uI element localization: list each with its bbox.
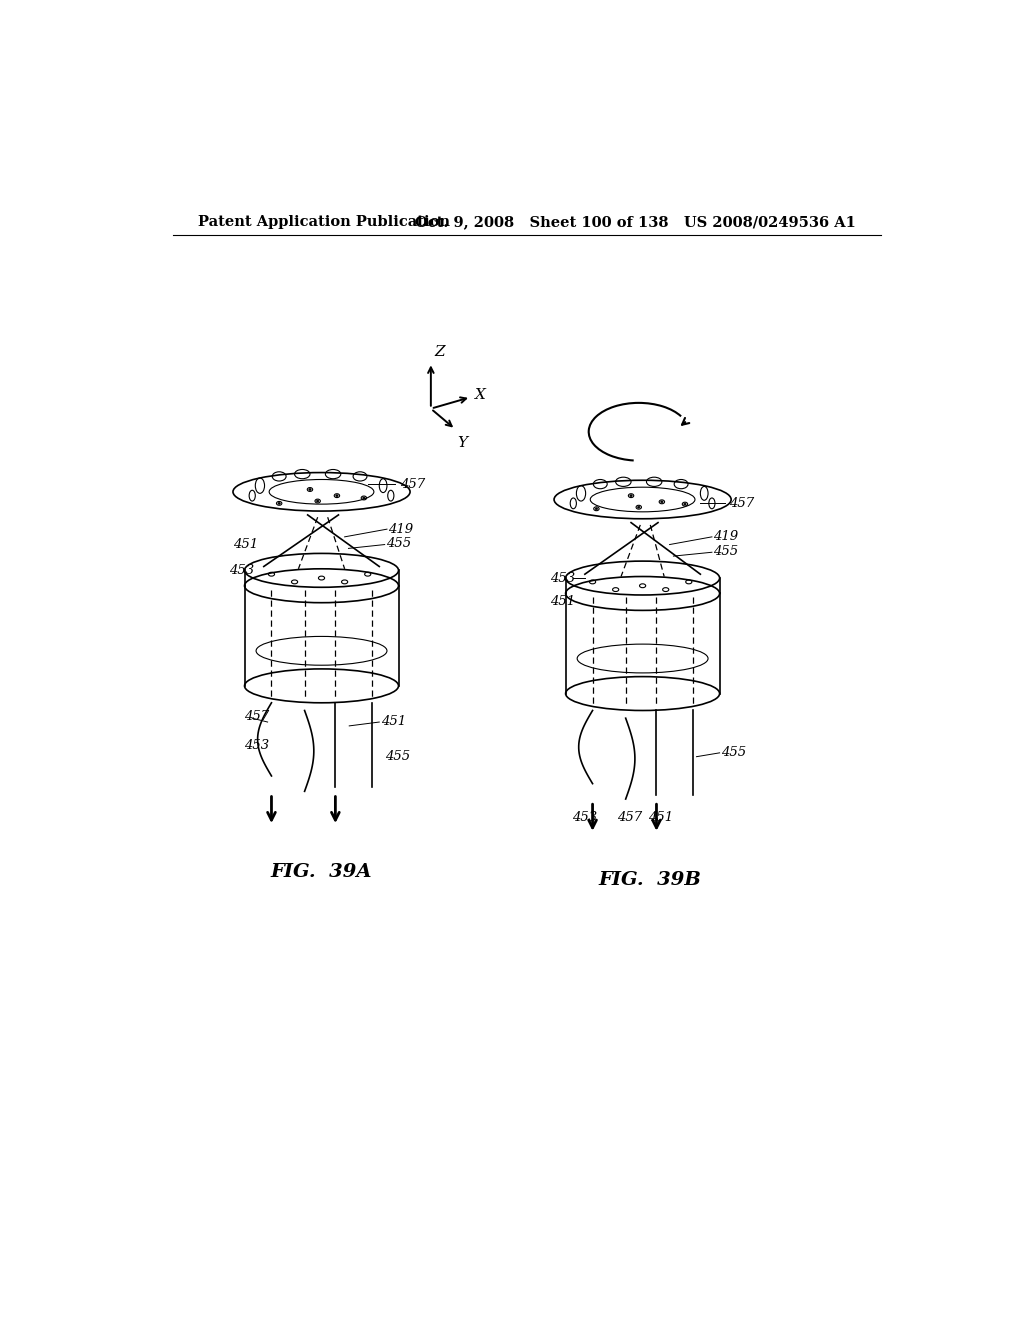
Text: X: X	[475, 388, 485, 401]
Text: 453: 453	[245, 739, 269, 751]
Ellipse shape	[278, 503, 281, 504]
Text: 451: 451	[381, 714, 406, 727]
Text: 451: 451	[550, 594, 575, 607]
Text: FIG.  39B: FIG. 39B	[599, 871, 701, 888]
Text: Z: Z	[435, 345, 445, 359]
Ellipse shape	[660, 500, 663, 503]
Ellipse shape	[316, 500, 318, 502]
Text: 455: 455	[721, 746, 746, 759]
Text: Patent Application Publication: Patent Application Publication	[199, 215, 451, 230]
Ellipse shape	[595, 508, 598, 510]
Ellipse shape	[362, 498, 365, 499]
Text: 453: 453	[550, 572, 575, 585]
Text: 453: 453	[229, 564, 254, 577]
Text: 453: 453	[572, 810, 597, 824]
Text: Oct. 9, 2008   Sheet 100 of 138   US 2008/0249536 A1: Oct. 9, 2008 Sheet 100 of 138 US 2008/02…	[416, 215, 856, 230]
Text: 455: 455	[386, 537, 412, 550]
Ellipse shape	[630, 495, 632, 496]
Text: 455: 455	[714, 545, 738, 558]
Text: 451: 451	[648, 810, 673, 824]
Ellipse shape	[638, 507, 640, 508]
Text: 419: 419	[714, 531, 738, 544]
Text: FIG.  39A: FIG. 39A	[270, 863, 373, 882]
Ellipse shape	[336, 495, 338, 496]
Text: Y: Y	[457, 436, 467, 450]
Text: 457: 457	[616, 810, 642, 824]
Ellipse shape	[309, 488, 311, 491]
Text: 457: 457	[245, 710, 269, 723]
Text: 457: 457	[729, 496, 754, 510]
Text: 451: 451	[233, 539, 258, 550]
Text: 455: 455	[385, 750, 410, 763]
Ellipse shape	[684, 503, 686, 506]
Text: 419: 419	[388, 523, 414, 536]
Text: 457: 457	[400, 478, 425, 491]
